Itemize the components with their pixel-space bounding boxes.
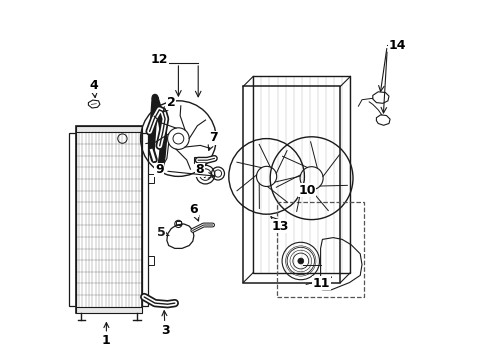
Bar — [148, 174, 154, 183]
Text: 1: 1 — [102, 323, 111, 347]
Bar — [148, 256, 154, 265]
Text: 12: 12 — [150, 53, 168, 66]
Bar — [143, 133, 148, 306]
Text: 9: 9 — [155, 163, 164, 176]
Text: 13: 13 — [271, 217, 289, 233]
Bar — [277, 202, 364, 297]
Text: 6: 6 — [190, 203, 199, 221]
Bar — [76, 126, 143, 313]
Text: 7: 7 — [208, 131, 218, 150]
Text: 2: 2 — [163, 96, 175, 112]
Bar — [176, 221, 181, 225]
Bar — [243, 86, 341, 283]
Text: 3: 3 — [161, 311, 170, 337]
Bar — [194, 157, 199, 163]
Text: 8: 8 — [196, 163, 205, 177]
Bar — [76, 307, 143, 313]
Bar — [76, 126, 143, 132]
Circle shape — [298, 258, 304, 264]
Text: 11: 11 — [313, 277, 331, 290]
Text: 4: 4 — [90, 79, 98, 98]
Text: 10: 10 — [298, 184, 316, 197]
Text: 5: 5 — [157, 226, 169, 239]
Text: 14: 14 — [388, 39, 406, 51]
Bar — [69, 133, 76, 306]
